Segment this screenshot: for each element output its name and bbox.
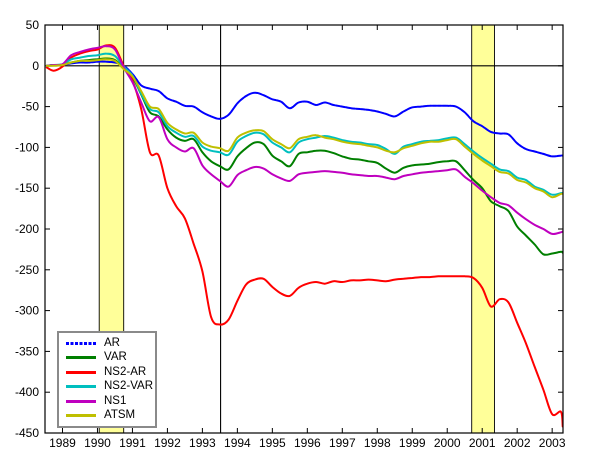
y-axis-tick-label: -150 xyxy=(15,181,39,195)
legend-label: NS2-VAR xyxy=(104,380,153,393)
y-axis-tick-label: -250 xyxy=(15,263,39,277)
x-axis-tick-label: 1989 xyxy=(49,436,76,450)
x-axis-tick-label: 1999 xyxy=(399,436,426,450)
legend-label: NS1 xyxy=(104,394,127,407)
legend: AR VAR NS2-AR NS2-VAR NS1 ATSM xyxy=(57,331,157,428)
legend-label: ATSM xyxy=(104,408,136,421)
legend-item-ns2-ar: NS2-AR xyxy=(66,366,155,379)
legend-line-sample xyxy=(66,342,96,345)
x-axis-tick-label: 1998 xyxy=(364,436,391,450)
x-axis-tick-label: 1990 xyxy=(84,436,111,450)
y-axis-tick-label: -450 xyxy=(15,426,39,440)
legend-label: NS2-AR xyxy=(104,365,147,378)
y-axis-tick-label: -400 xyxy=(15,385,39,399)
legend-line-sample xyxy=(66,370,96,374)
legend-item-ns2-var: NS2-VAR xyxy=(66,380,155,393)
x-axis-tick-label: 1992 xyxy=(154,436,181,450)
legend-item-ar: AR xyxy=(66,337,155,350)
y-axis-tick-label: -100 xyxy=(15,140,39,154)
legend-line-sample xyxy=(66,413,96,417)
x-axis-tick-label: 1997 xyxy=(329,436,356,450)
series-line-ns1 xyxy=(45,45,563,235)
x-axis-tick-label: 2000 xyxy=(434,436,461,450)
recession-band xyxy=(471,24,495,434)
x-axis-tick-label: 2002 xyxy=(504,436,531,450)
x-axis-tick-label: 1993 xyxy=(189,436,216,450)
y-axis-tick-label: 0 xyxy=(32,59,39,73)
y-axis-tick-label: -350 xyxy=(15,344,39,358)
legend-label: AR xyxy=(104,337,120,349)
x-axis-tick-label: 2001 xyxy=(469,436,496,450)
legend-label: VAR xyxy=(104,351,127,364)
legend-item-atsm: ATSM xyxy=(66,409,155,422)
x-axis-tick-label: 2003 xyxy=(539,436,566,450)
plot-border xyxy=(44,24,564,434)
legend-line-sample xyxy=(66,356,96,360)
legend-item-ns1: NS1 xyxy=(66,395,155,408)
y-axis-tick-label: -200 xyxy=(15,222,39,236)
legend-line-sample xyxy=(66,385,96,389)
y-axis-tick-label: -300 xyxy=(15,304,39,318)
series-line-atsm xyxy=(45,58,563,199)
x-axis-tick-label: 1994 xyxy=(224,436,251,450)
x-axis-tick-label: 1995 xyxy=(259,436,286,450)
y-axis-tick-label: 50 xyxy=(26,18,40,32)
x-axis-tick-label: 1996 xyxy=(294,436,321,450)
legend-line-sample xyxy=(66,399,96,403)
legend-item-var: VAR xyxy=(66,351,155,364)
x-axis-tick-label: 1991 xyxy=(119,436,146,450)
y-axis-tick-label: -50 xyxy=(22,100,40,114)
